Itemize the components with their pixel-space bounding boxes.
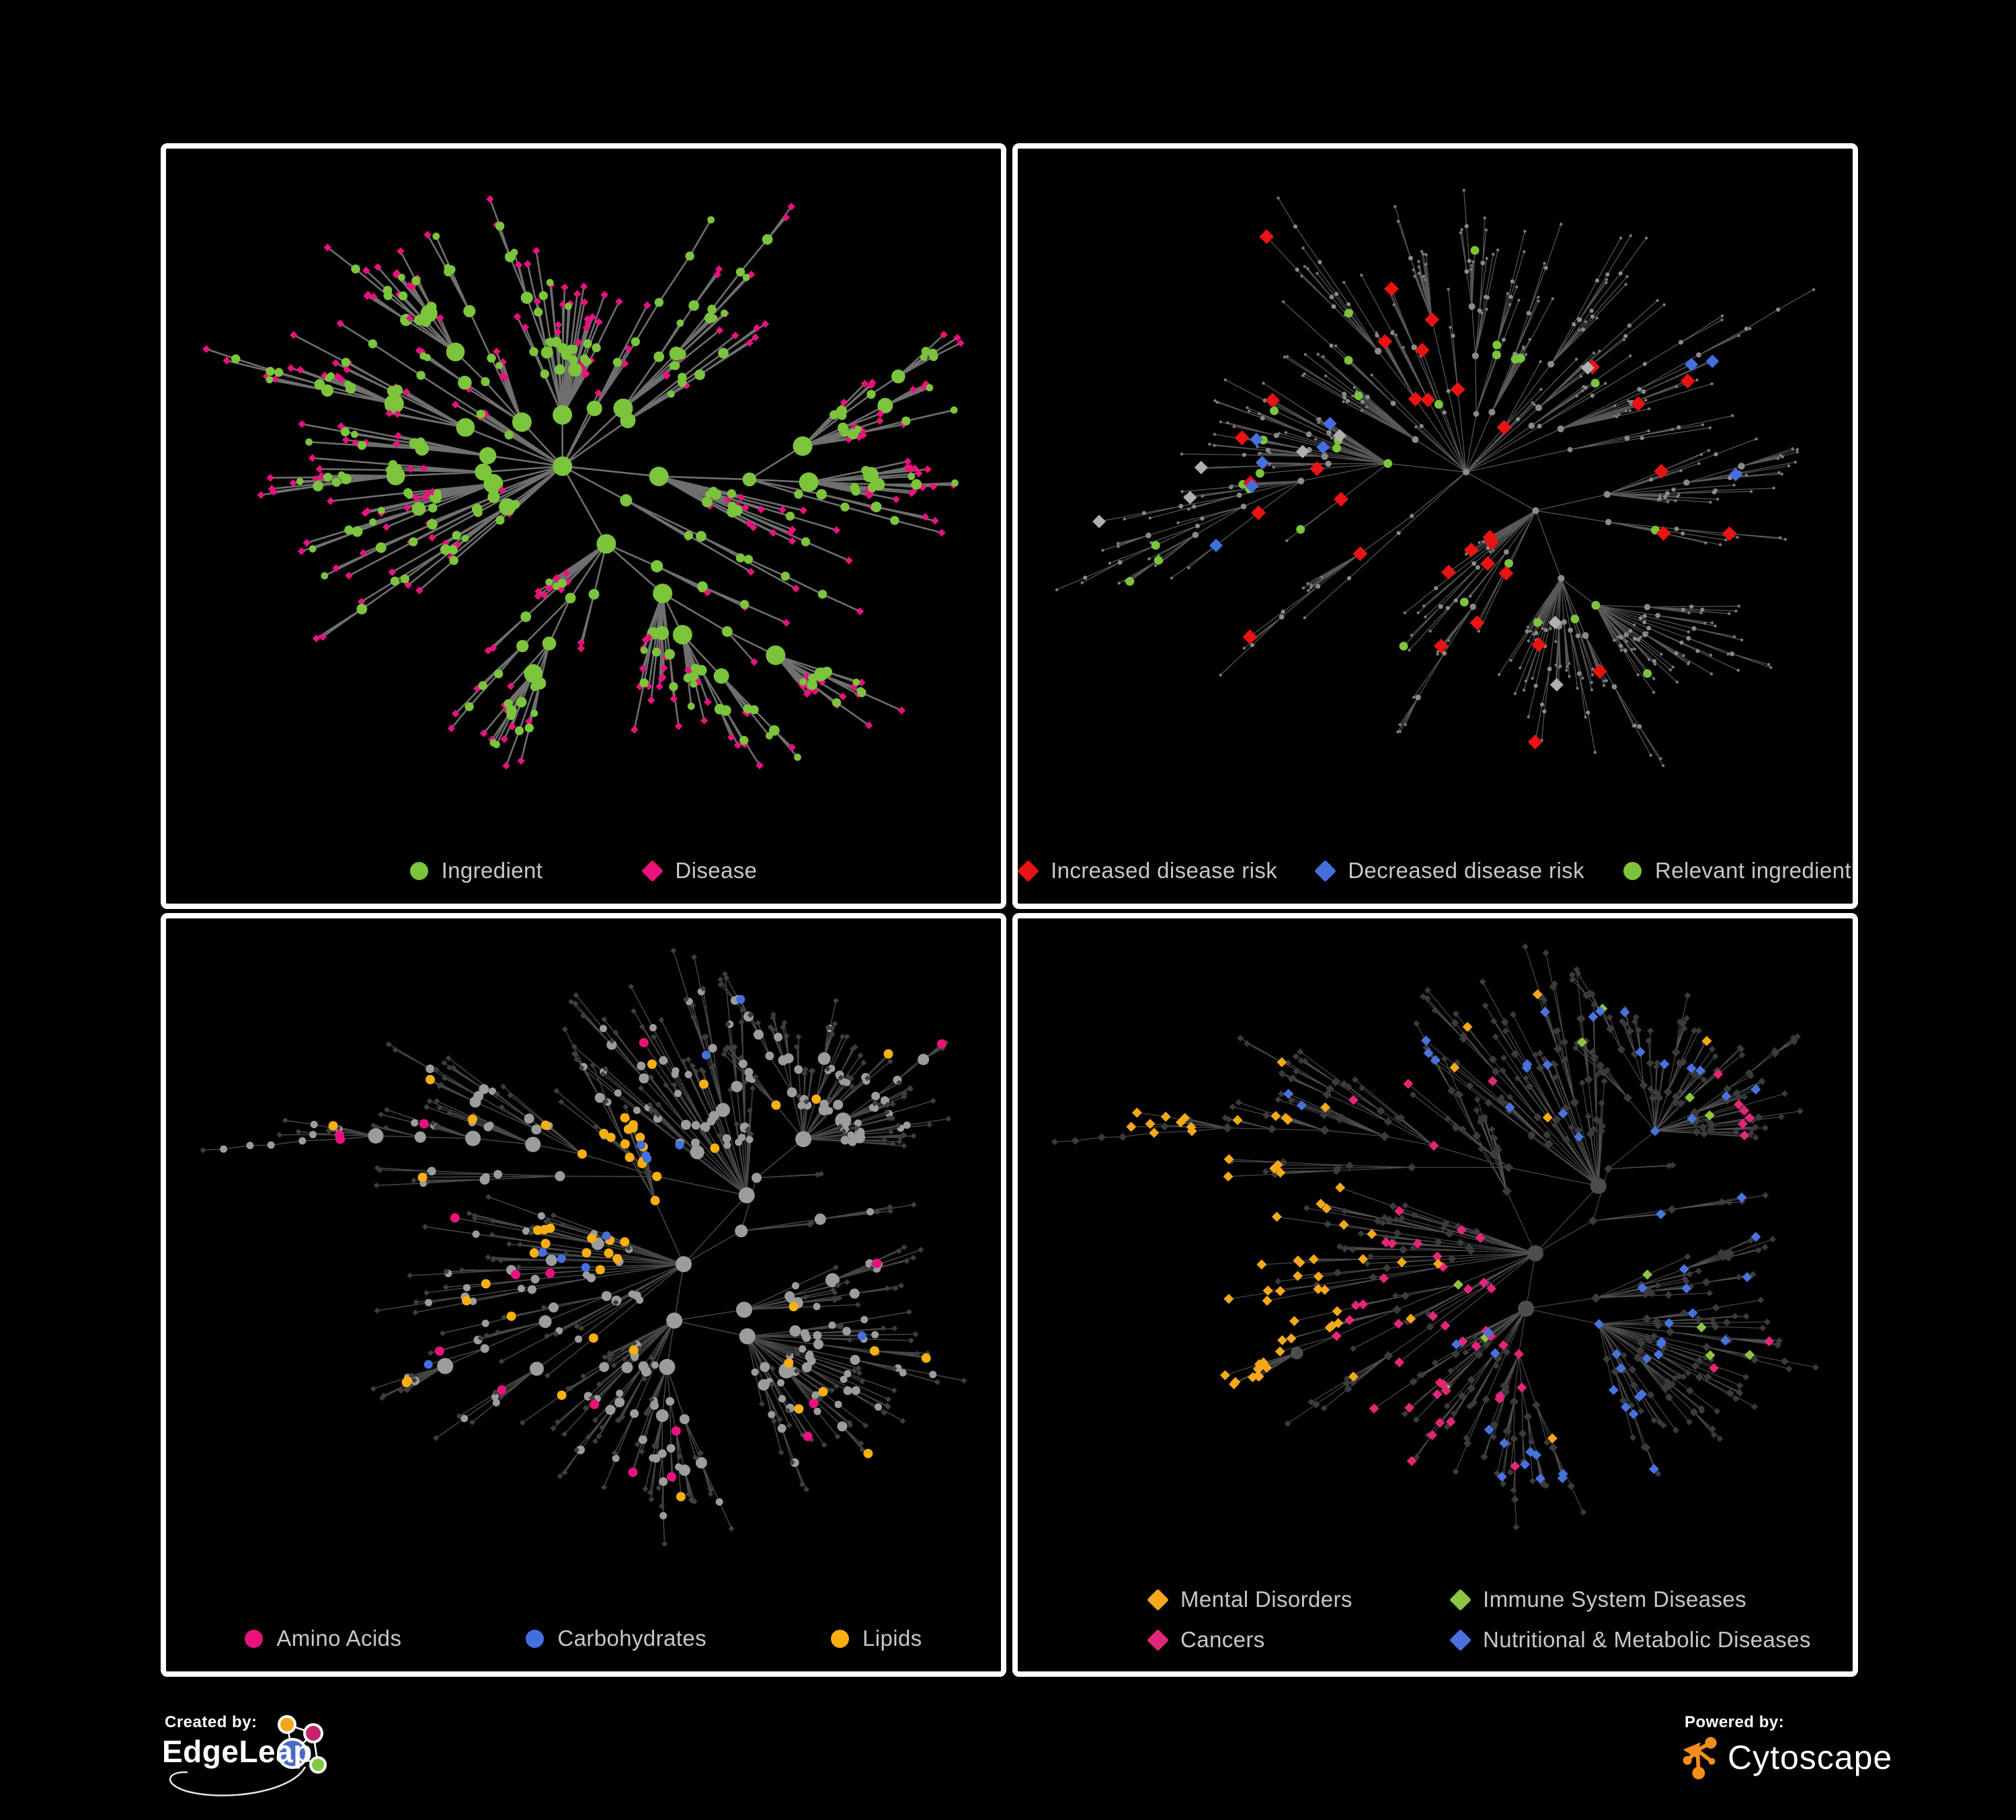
cytoscape-wordmark: Cytoscape <box>1728 1739 1893 1776</box>
legend-label: Ingredient <box>441 858 543 883</box>
legend-label: Cancers <box>1180 1627 1265 1652</box>
panel-ingredient-disease: Ingredient Disease <box>161 143 1006 909</box>
legend-item: Relevant ingredient <box>1623 858 1851 883</box>
powered-by-label: Powered by: <box>1685 1713 1785 1731</box>
relevant-ingredient-marker-icon <box>1623 861 1642 880</box>
cytoscape-logo-icon <box>1683 1737 1717 1780</box>
edgeleap-node-magenta <box>303 1723 323 1743</box>
legend-item: Decreased disease risk <box>1314 858 1584 883</box>
legend-ingredient-disease: Ingredient Disease <box>166 858 1001 883</box>
edgeleap-node-green <box>309 1756 327 1774</box>
created-by-label: Created by: <box>165 1713 257 1731</box>
disease-marker-icon <box>641 859 664 882</box>
legend-label: Disease <box>675 858 758 883</box>
legend-nutrient-classes: Amino Acids Carbohydrates Lipids <box>166 1626 1001 1651</box>
created-by-block: Created by: EdgeLeap <box>161 1713 450 1814</box>
carbohydrates-marker-icon <box>526 1629 545 1648</box>
legend-label: Relevant ingredient <box>1654 858 1851 883</box>
legend-label: Immune System Diseases <box>1483 1587 1747 1612</box>
legend-item: Increased disease risk <box>1018 858 1278 883</box>
network-canvas-nutrient-classes <box>200 947 967 1547</box>
legend-item: Disease <box>641 858 758 883</box>
legend-disease-classes: Mental Disorders Immune System Diseases … <box>1147 1587 1811 1653</box>
legend-item: Lipids <box>831 1626 922 1651</box>
panel-disease-risk: Increased disease risk Decreased disease… <box>1012 143 1858 909</box>
edgeleap-node-orange <box>278 1715 296 1734</box>
legend-item: Ingredient <box>409 858 543 883</box>
network-canvas-ingredient-disease <box>202 195 965 770</box>
legend-label: Decreased disease risk <box>1348 858 1584 883</box>
panel-disease-classes: Mental Disorders Immune System Diseases … <box>1012 913 1858 1677</box>
legend-item: Cancers <box>1147 1627 1411 1653</box>
panel-nutrient-classes: Amino Acids Carbohydrates Lipids <box>161 913 1006 1677</box>
legend-label: Nutritional & Metabolic Diseases <box>1483 1627 1811 1652</box>
legend-item: Immune System Diseases <box>1449 1587 1811 1612</box>
immune-diseases-marker-icon <box>1449 1588 1471 1611</box>
edgeleap-logo-icon <box>169 1715 327 1796</box>
legend-item: Amino Acids <box>245 1626 401 1651</box>
mental-disorders-marker-icon <box>1147 1588 1169 1611</box>
decreased-risk-marker-icon <box>1314 859 1337 882</box>
cancers-marker-icon <box>1147 1628 1169 1651</box>
edgeleap-wordmark: EdgeLeap <box>162 1734 313 1769</box>
network-canvas-disease-classes <box>1051 943 1819 1531</box>
nutritional-metabolic-marker-icon <box>1449 1628 1471 1651</box>
legend-label: Amino Acids <box>276 1626 402 1651</box>
legend-label: Carbohydrates <box>557 1626 707 1651</box>
legend-label: Lipids <box>862 1626 922 1651</box>
network-canvas-disease-risk <box>1055 188 1816 768</box>
increased-risk-marker-icon <box>1018 859 1039 882</box>
legend-label: Mental Disorders <box>1180 1587 1353 1612</box>
legend-item: Mental Disorders <box>1147 1587 1411 1612</box>
legend-item: Nutritional & Metabolic Diseases <box>1449 1627 1811 1653</box>
ingredient-marker-icon <box>409 861 428 880</box>
powered-by-block: Powered by: Cytoscape <box>1681 1713 1892 1807</box>
legend-label: Increased disease risk <box>1051 858 1278 883</box>
legend-disease-risk: Increased disease risk Decreased disease… <box>1018 858 1853 883</box>
legend-item: Carbohydrates <box>526 1626 707 1651</box>
amino-acids-marker-icon <box>245 1629 264 1648</box>
lipids-marker-icon <box>831 1629 849 1648</box>
edgeleap-node-blue <box>277 1738 308 1769</box>
